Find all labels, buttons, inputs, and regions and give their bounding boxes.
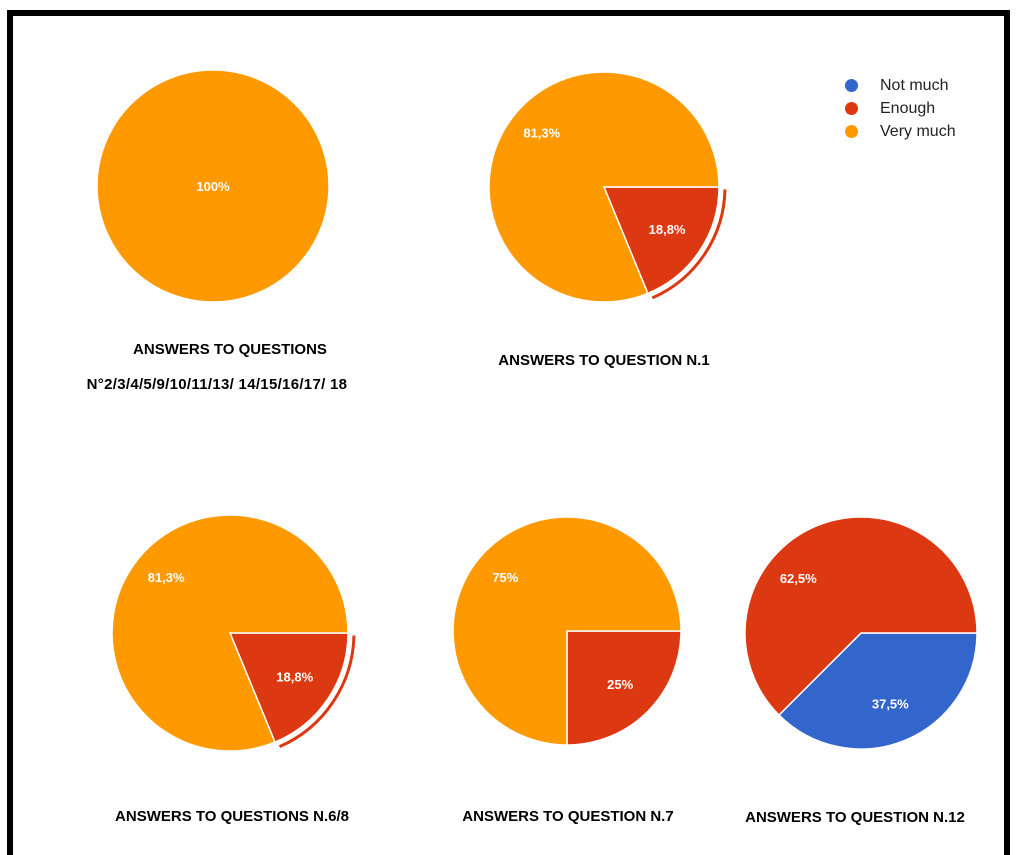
chart-3-slice-enough — [228, 632, 349, 744]
chart-1-slice-very-much — [96, 69, 330, 303]
chart-1-title: ANSWERS TO QUESTIONS — [133, 341, 327, 358]
legend-label: Enough — [880, 99, 936, 117]
chart-5-slice-not-much — [777, 632, 978, 750]
chart-1-data-label: 100% — [196, 179, 230, 194]
chart-4-title: ANSWERS TO QUESTION N.7 — [462, 808, 674, 825]
legend-item-enough: Enough — [845, 97, 956, 120]
chart-5-data-label: 62,5% — [780, 571, 817, 586]
legend-item-not-much: Not much — [845, 74, 956, 97]
chart-4-data-label: 25% — [607, 677, 633, 692]
legend-label: Very much — [880, 122, 956, 140]
chart-4-data-label: 75% — [492, 570, 518, 585]
chart-2-title: ANSWERS TO QUESTION N.1 — [498, 352, 710, 369]
chart-3-data-label: 81,3% — [148, 570, 185, 585]
chart-2-slice-enough — [602, 186, 720, 295]
chart-2-data-label: 81,3% — [523, 125, 560, 140]
chart-3-highlight-arc — [278, 635, 356, 749]
legend-label: Not much — [880, 76, 949, 94]
chart-4-slice-enough — [566, 630, 682, 746]
chart-5-slice-enough — [744, 516, 978, 717]
chart-4-slice-very-much — [452, 516, 682, 746]
chart-3-title: ANSWERS TO QUESTIONS N.6/8 — [115, 808, 349, 825]
legend: Not much Enough Very much — [845, 74, 956, 143]
chart-5-title: ANSWERS TO QUESTION N.12 — [745, 809, 965, 826]
chart-3-slice-very-much — [111, 514, 349, 752]
legend-dot-very-much — [845, 125, 858, 138]
chart-2-slice-very-much — [488, 71, 720, 303]
legend-item-very-much: Very much — [845, 120, 956, 143]
chart-3-data-label: 18,8% — [276, 669, 313, 684]
chart-2-data-label: 18,8% — [649, 222, 686, 237]
legend-dot-enough — [845, 102, 858, 115]
chart-1-subtitle: N°2/3/4/5/9/10/11/13/ 14/15/16/17/ 18 — [86, 376, 348, 393]
chart-2-highlight-arc — [651, 189, 727, 300]
legend-dot-not-much — [845, 79, 858, 92]
chart-5-data-label: 37,5% — [872, 697, 909, 712]
